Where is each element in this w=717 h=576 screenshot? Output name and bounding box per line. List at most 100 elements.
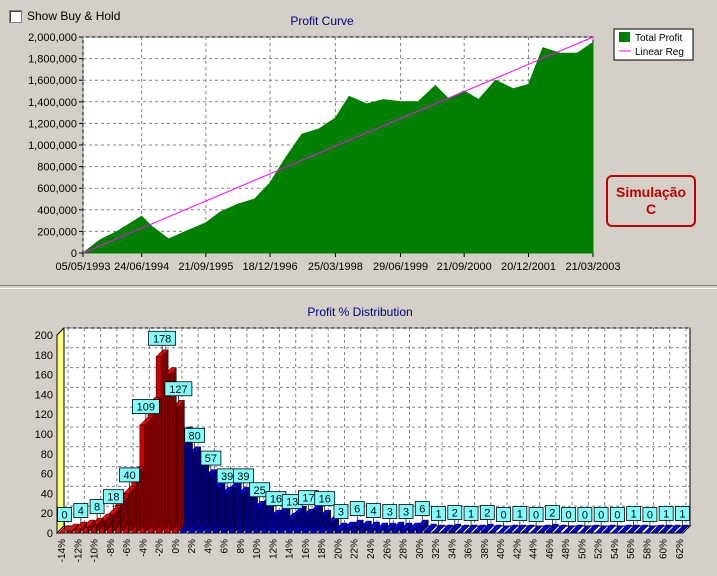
- data-label-box: [528, 507, 544, 522]
- distribution-x-tick-label: 42%: [512, 539, 523, 559]
- distribution-bar-38%: [480, 523, 494, 534]
- data-label-box: [496, 507, 511, 522]
- bar-front: [537, 531, 544, 534]
- bar-front: [391, 528, 398, 534]
- bar-front: [602, 531, 609, 534]
- simulation-badge-line1: Simulação: [615, 184, 687, 200]
- distribution-bar-36%: [464, 524, 478, 534]
- distribution-y-axis: 0 20 40 60 80 100 120 140 160 180 200: [35, 330, 53, 540]
- distribution-x-tick-label: 32%: [431, 539, 442, 559]
- bar-front: [489, 531, 495, 534]
- distribution-bar-49%: [570, 524, 584, 534]
- data-label-48%: 0: [566, 510, 572, 522]
- data-label--8%: 18: [107, 492, 119, 504]
- distribution-bar-57%: [635, 524, 649, 534]
- profit-curve-y-tick-label: 1,200,000: [28, 118, 77, 130]
- distribution-bar-21%: [342, 521, 356, 534]
- data-label-box: [447, 505, 463, 520]
- data-label-box: [164, 381, 193, 397]
- data-label-box: [642, 507, 658, 522]
- distribution-y-tick-label: 80: [41, 449, 53, 461]
- data-label-42%: 1: [517, 509, 523, 521]
- panel-divider[interactable]: [0, 285, 717, 289]
- data-label-56%: 1: [631, 509, 637, 521]
- profit-curve-y-tick-label: 1,400,000: [28, 97, 77, 109]
- bar-front: [627, 531, 633, 534]
- distribution-y-tick-label: 60: [41, 469, 53, 481]
- bar-front: [375, 529, 381, 534]
- distribution-y-tick-label: 120: [35, 409, 53, 421]
- data-label-box: [479, 505, 495, 520]
- bar-front: [651, 531, 658, 534]
- legend-total-profit-swatch: [619, 32, 630, 42]
- bar-side: [234, 480, 242, 534]
- bar-front: [513, 531, 520, 534]
- distribution-x-tick-label: 22%: [350, 539, 361, 559]
- distribution-y-tick-label: 0: [47, 528, 53, 540]
- checkbox-box[interactable]: [9, 9, 22, 23]
- data-label-box: [398, 504, 414, 519]
- profit-curve-x-tick-label: 21/09/2000: [437, 261, 492, 273]
- distribution-x-tick-label: -2%: [155, 539, 166, 557]
- data-label-8%: 39: [237, 471, 249, 483]
- data-label-box: [57, 507, 72, 522]
- data-label-10%: 25: [254, 485, 266, 497]
- distribution-x-tick-label: 8%: [236, 539, 247, 554]
- bar-front: [619, 531, 625, 534]
- profit-curve-x-axis: 05/05/1993 24/06/1994 21/09/1995 18/12/1996…: [55, 253, 621, 273]
- bar-front: [481, 530, 487, 534]
- bar-front: [383, 529, 390, 534]
- distribution-x-tick-label: 50%: [577, 539, 588, 559]
- distribution-x-tick-label: 10%: [252, 539, 263, 559]
- distribution-bar-51%: [586, 524, 600, 534]
- distribution-bar-31%: [423, 523, 438, 534]
- distribution-x-tick-label: -4%: [138, 539, 149, 557]
- profit-curve-y-tick-label: 1,800,000: [28, 54, 77, 66]
- bar-side: [217, 480, 226, 534]
- distribution-bar-27%: [391, 521, 405, 534]
- data-label-44%: 0: [533, 510, 539, 522]
- bar-side: [242, 486, 250, 534]
- data-label-box: [148, 330, 177, 346]
- bar-side: [152, 396, 161, 534]
- bar-front: [399, 529, 406, 534]
- data-label-box: [577, 507, 593, 522]
- data-label-0%: 127: [169, 384, 187, 396]
- bar-front: [464, 531, 471, 534]
- distribution-bar-56%: [627, 524, 641, 534]
- distribution-side-wall: [56, 326, 65, 535]
- data-label-box: [102, 489, 124, 505]
- data-label-52%: 0: [598, 510, 604, 522]
- data-label-62%: 1: [679, 509, 685, 521]
- bar-front: [635, 531, 642, 534]
- distribution-x-tick-label: 30%: [415, 539, 426, 559]
- distribution-bar-35%: [456, 524, 470, 534]
- data-label-box: [626, 506, 642, 521]
- distribution-bar-53%: [602, 524, 616, 534]
- distribution-bar-29%: [407, 522, 421, 534]
- data-label-box: [73, 503, 89, 518]
- bar-side: [177, 399, 185, 534]
- distribution-x-tick-label: -8%: [106, 539, 117, 557]
- bar-front: [554, 531, 560, 534]
- bar-front: [448, 530, 455, 534]
- bar-front: [546, 530, 552, 534]
- show-buy-hold-checkbox[interactable]: Show Buy & Hold: [9, 9, 120, 23]
- bar-side: [225, 486, 234, 534]
- data-label-20%: 3: [338, 507, 344, 519]
- bar-front: [359, 527, 365, 534]
- data-label-58%: 0: [647, 510, 653, 522]
- data-label-50%: 0: [582, 510, 588, 522]
- bar-side: [193, 446, 201, 534]
- data-label-box: [184, 427, 206, 443]
- distribution-x-tick-label: 56%: [626, 539, 637, 559]
- bar-side: [209, 468, 218, 534]
- distribution-bar-28%: [399, 522, 413, 534]
- distribution-x-tick-label: 26%: [382, 539, 393, 559]
- distribution-x-tick-label: 0%: [171, 539, 182, 554]
- profit-curve-x-tick-label: 29/06/1999: [373, 261, 428, 273]
- distribution-x-tick-label: 24%: [366, 539, 377, 559]
- distribution-y-tick-label: 20: [41, 508, 53, 520]
- data-label-2%: 80: [189, 430, 201, 442]
